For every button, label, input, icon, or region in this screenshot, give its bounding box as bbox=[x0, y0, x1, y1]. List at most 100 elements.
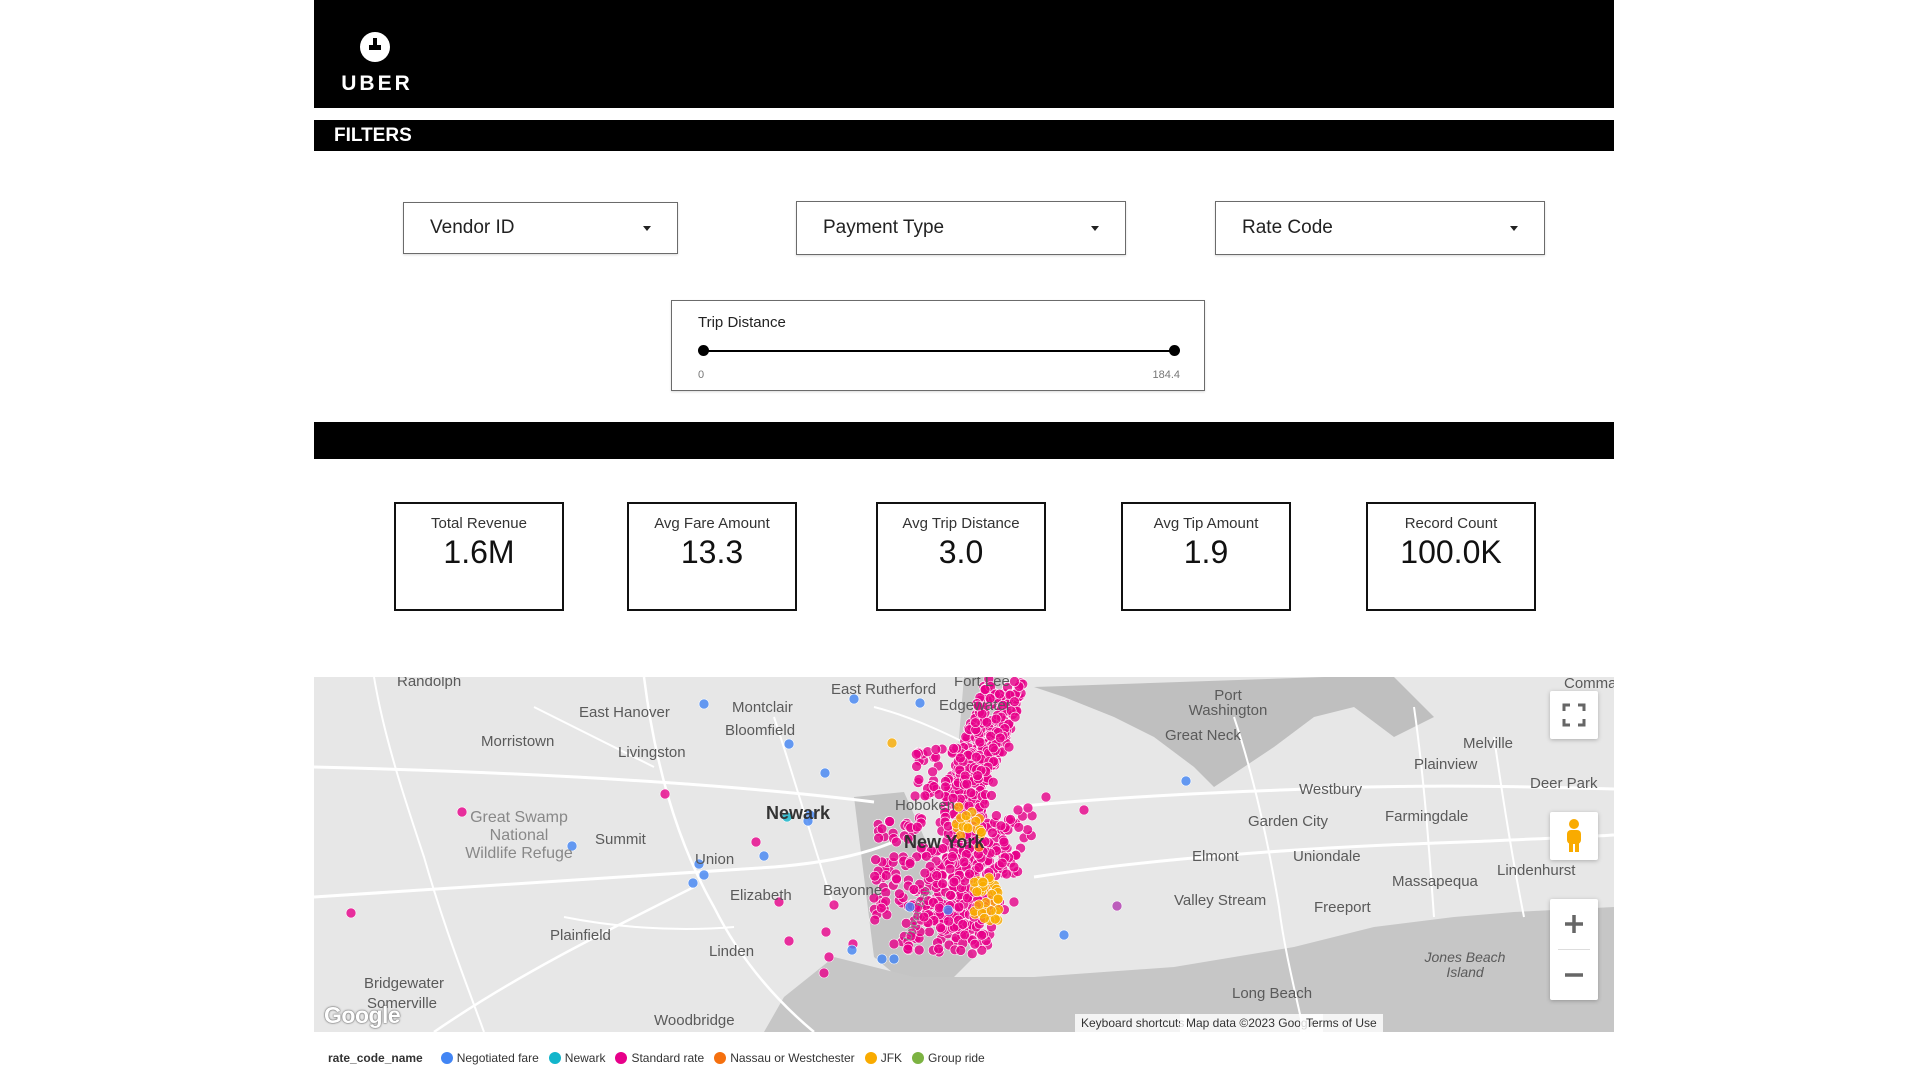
trip-point-standard bbox=[869, 914, 881, 926]
trip-point-standard bbox=[987, 742, 999, 754]
trip-point-jfk bbox=[992, 893, 1004, 905]
trip-point-standard bbox=[986, 790, 997, 801]
zoom-out-button[interactable] bbox=[1550, 950, 1598, 1000]
legend-dot bbox=[548, 1052, 561, 1064]
kpi-avg-tip-amount: Avg Tip Amount 1.9 bbox=[1121, 502, 1291, 611]
place-label: Great Neck bbox=[1165, 727, 1241, 744]
place-label: Summit bbox=[595, 831, 646, 848]
place-label: Melville bbox=[1463, 735, 1514, 752]
trip-point-standard bbox=[891, 836, 902, 848]
kpi-value: 1.6M bbox=[443, 534, 515, 570]
trip-point-standard bbox=[1008, 896, 1020, 908]
trip-point-standard bbox=[913, 944, 925, 956]
trip-point-standard bbox=[998, 836, 1010, 848]
trip-point-negotiated bbox=[698, 869, 710, 881]
place-label: Bayonne bbox=[823, 882, 883, 899]
trip-point-standard bbox=[870, 854, 881, 865]
trip-point-standard bbox=[937, 878, 949, 890]
legend-dot bbox=[912, 1052, 925, 1064]
chevron-down-icon bbox=[1091, 226, 1099, 231]
filters-header: FILTERS bbox=[314, 120, 1614, 151]
legend-item-standard-rate[interactable]: Standard rate bbox=[615, 1051, 704, 1065]
trip-point-standard bbox=[880, 887, 892, 898]
plus-icon bbox=[1565, 915, 1583, 933]
trip-point-standard bbox=[876, 823, 888, 835]
place-label: Bloomfield bbox=[725, 722, 796, 739]
trip-point-standard bbox=[884, 816, 896, 827]
trip-point-negotiated bbox=[1058, 929, 1070, 941]
trip-map[interactable]: Randolph East Hanover Morristown Montcla… bbox=[314, 677, 1614, 1032]
legend-item-jfk[interactable]: JFK bbox=[864, 1051, 902, 1065]
uber-logo: UBER bbox=[336, 28, 418, 98]
trip-point-standard bbox=[891, 873, 902, 885]
rate-code-label: Rate Code bbox=[1242, 217, 1333, 238]
trip-point-standard bbox=[1012, 804, 1024, 816]
trip-point-standard bbox=[911, 821, 923, 833]
trip-point-standard bbox=[915, 842, 927, 854]
street-view-pegman[interactable] bbox=[1550, 812, 1598, 860]
trip-point-standard bbox=[966, 948, 978, 960]
slider-handle-max[interactable] bbox=[1169, 345, 1180, 356]
trip-point-standard bbox=[973, 862, 985, 873]
place-label: Edgewater bbox=[939, 697, 1011, 714]
trip-point-jfk bbox=[977, 876, 989, 888]
trip-point-negotiated bbox=[819, 767, 831, 779]
trip-point-standard bbox=[1001, 868, 1012, 880]
trip-point-negotiated bbox=[566, 840, 578, 852]
rate-code-dropdown[interactable]: Rate Code bbox=[1215, 201, 1545, 255]
trip-point-standard bbox=[961, 778, 973, 790]
trip-point-standard bbox=[946, 851, 958, 862]
slider-handle-min[interactable] bbox=[698, 345, 709, 356]
legend-dot bbox=[864, 1052, 877, 1064]
payment-type-dropdown[interactable]: Payment Type bbox=[796, 201, 1126, 255]
trip-point-jfk bbox=[979, 913, 990, 924]
trip-point-standard bbox=[345, 907, 357, 919]
trip-point-nassau bbox=[973, 841, 985, 853]
header-banner bbox=[314, 0, 1614, 108]
payment-type-label: Payment Type bbox=[823, 217, 945, 238]
google-logo: Google bbox=[324, 1002, 401, 1028]
trip-point-standard bbox=[991, 810, 1002, 821]
place-label: Long Beach bbox=[1232, 985, 1313, 1002]
trip-point-standard bbox=[1040, 791, 1052, 803]
trip-point-standard bbox=[933, 943, 944, 955]
kpi-value: 100.0K bbox=[1400, 534, 1502, 570]
trip-point-negotiated bbox=[942, 904, 954, 916]
trip-point-standard bbox=[456, 806, 468, 818]
place-label: Jones Beach Island bbox=[1424, 949, 1506, 980]
keyboard-shortcuts-link[interactable]: Keyboard shortcuts bbox=[1075, 1014, 1191, 1032]
trip-point-standard bbox=[919, 886, 931, 897]
place-label: Elizabeth bbox=[730, 887, 792, 904]
zoom-in-button[interactable] bbox=[1550, 899, 1598, 949]
trip-point-standard bbox=[888, 851, 900, 863]
place-label: Massapequa bbox=[1392, 873, 1478, 890]
legend-item-nassau-or-westchester[interactable]: Nassau or Westchester bbox=[714, 1051, 855, 1065]
place-label: Farmingdale bbox=[1385, 808, 1469, 825]
place-label: Plainfield bbox=[550, 927, 611, 944]
trip-point-standard bbox=[984, 693, 996, 704]
place-label: Great Swamp National Wildlife Refuge bbox=[465, 809, 573, 862]
fullscreen-button[interactable] bbox=[1550, 691, 1598, 739]
trip-point-standard bbox=[970, 717, 981, 729]
trip-point-standard bbox=[987, 827, 998, 839]
trip-point-standard bbox=[910, 749, 922, 760]
legend-item-group-ride[interactable]: Group ride bbox=[912, 1051, 985, 1065]
place-label: Randolph bbox=[397, 677, 462, 690]
trip-point-standard bbox=[908, 884, 920, 895]
trip-point-standard bbox=[918, 911, 930, 923]
place-label: Garden City bbox=[1248, 813, 1329, 830]
vendor-id-dropdown[interactable]: Vendor ID bbox=[403, 202, 678, 254]
legend-item-negotiated-fare[interactable]: Negotiated fare bbox=[440, 1051, 539, 1065]
legend-item-newark[interactable]: Newark bbox=[548, 1051, 605, 1065]
trip-point-standard bbox=[944, 863, 956, 875]
terms-of-use-link[interactable]: Terms of Use bbox=[1300, 1014, 1383, 1032]
place-label: Bridgewater bbox=[364, 975, 445, 992]
trip-point-standard bbox=[750, 836, 762, 848]
trip-point-negotiated bbox=[904, 901, 916, 913]
place-label: Lindenhurst bbox=[1497, 862, 1576, 879]
slider-track[interactable] bbox=[703, 350, 1173, 352]
place-label: East Hanover bbox=[579, 704, 670, 721]
trip-point-standard bbox=[1013, 822, 1025, 833]
trip-point-standard bbox=[957, 919, 969, 930]
kpi-avg-trip-distance: Avg Trip Distance 3.0 bbox=[876, 502, 1046, 611]
